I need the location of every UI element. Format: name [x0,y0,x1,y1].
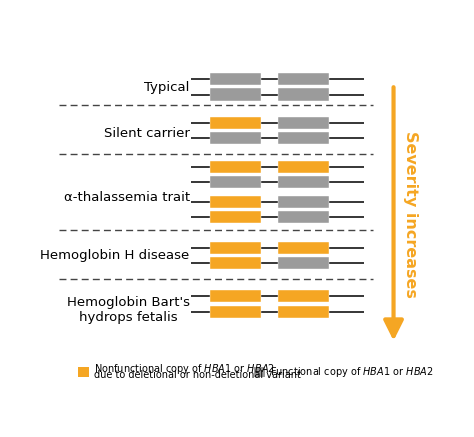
Text: α-thalassemia trait: α-thalassemia trait [64,191,190,204]
Text: Severity increases: Severity increases [402,131,418,298]
Bar [278,161,329,173]
Text: Silent carrier: Silent carrier [104,127,190,140]
Bar [210,117,261,129]
Bar [278,211,329,223]
Bar [78,367,89,377]
Bar [210,242,261,253]
Text: Functional copy of $\it{HBA1}$ or $\it{HBA2}$: Functional copy of $\it{HBA1}$ or $\it{H… [271,365,434,379]
Bar [210,196,261,208]
Bar [210,73,261,85]
Bar [254,367,265,377]
Bar [210,306,261,318]
Bar [278,88,329,101]
Bar [278,176,329,188]
Text: Nonfunctional copy of $\it{HBA1}$ or $\it{HBA2}$: Nonfunctional copy of $\it{HBA1}$ or $\i… [94,362,275,376]
Text: Hemoglobin Bart's
hydrops fetalis: Hemoglobin Bart's hydrops fetalis [67,295,190,323]
Bar [210,257,261,269]
Bar [210,176,261,188]
Bar [210,211,261,223]
Bar [278,73,329,85]
Bar [210,88,261,101]
Bar [278,132,329,144]
Bar [278,257,329,269]
Bar [210,290,261,302]
Bar [278,242,329,253]
Text: Hemoglobin H disease: Hemoglobin H disease [40,249,190,261]
Bar [278,196,329,208]
Text: due to deletional or non-deletional variant: due to deletional or non-deletional vari… [94,371,301,381]
Bar [278,117,329,129]
Bar [210,161,261,173]
Bar [278,306,329,318]
Text: Typical: Typical [144,81,190,94]
Bar [278,290,329,302]
Bar [210,132,261,144]
